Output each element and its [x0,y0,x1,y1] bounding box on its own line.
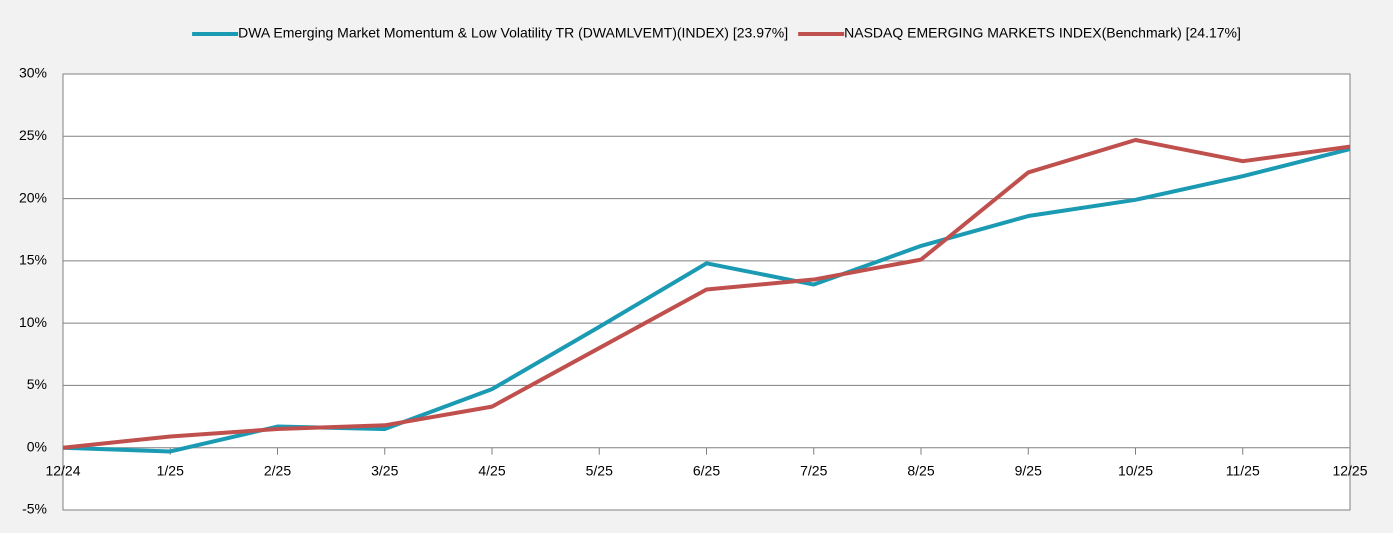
x-tick-label: 9/25 [1015,462,1042,478]
plot-area [62,73,1351,511]
y-tick-label: 20% [19,189,47,205]
x-tick-label: 10/25 [1118,462,1153,478]
y-tick-label: 0% [27,438,47,454]
y-tick-label: -5% [22,501,47,517]
x-tick-label: 7/25 [800,462,827,478]
x-tick-label: 3/25 [371,462,398,478]
x-tick-label: 12/25 [1332,462,1367,478]
series-line [62,147,1351,454]
x-tick-label: 5/25 [586,462,613,478]
x-tick-label: 4/25 [478,462,505,478]
x-tick-label: 12/24 [45,462,80,478]
legend-label: DWA Emerging Market Momentum & Low Volat… [238,25,788,41]
y-tick-label: 10% [19,314,47,330]
x-tick-label: 1/25 [157,462,184,478]
x-tick-label: 11/25 [1226,462,1260,478]
x-tick-label: 8/25 [907,462,934,478]
legend-label: NASDAQ EMERGING MARKETS INDEX(Benchmark)… [844,25,1241,41]
y-tick-label: 30% [19,65,47,81]
y-tick-label: 5% [27,376,47,392]
x-tick-label: 6/25 [693,462,720,478]
y-tick-label: 25% [19,127,47,143]
x-tick-label: 2/25 [264,462,291,478]
y-tick-label: 15% [19,252,47,268]
series-line [62,138,1351,450]
